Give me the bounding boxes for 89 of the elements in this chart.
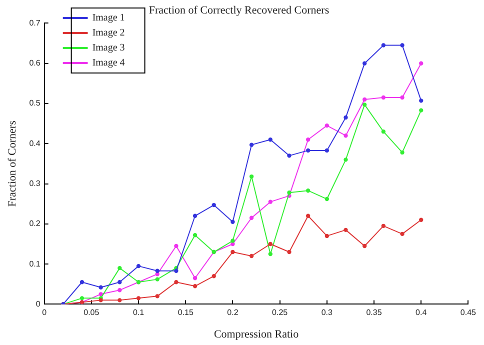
point [249,254,254,258]
point [230,250,235,254]
point [400,43,404,48]
point [324,123,330,128]
point [249,216,254,220]
y-axis-title: Fraction of Corners [6,120,18,207]
point [344,115,348,120]
x-tick-label: 0 [42,308,48,318]
y-tick-label: 0.4 [29,138,41,148]
point [306,188,310,193]
point [249,142,254,147]
point [80,280,84,284]
point [344,158,348,162]
point [136,296,141,300]
point [306,214,310,218]
point [118,298,122,302]
point [362,102,367,107]
x-tick-label: 0.15 [178,308,194,318]
point [192,214,198,218]
point [287,190,292,195]
point [268,242,272,246]
point [362,61,367,66]
point [230,220,235,224]
point [268,200,272,204]
point [400,95,404,100]
point [419,108,424,112]
y-tick-label: 0.1 [29,259,41,268]
point [80,296,84,300]
point [381,43,386,48]
x-tick-label: 0.05 [84,308,100,318]
point [192,276,198,280]
y-tick-label: 0.5 [29,98,41,108]
point [155,268,160,273]
point [212,274,216,278]
legend-label: Image 2 [92,28,125,39]
y-tick-label: 0 [36,299,41,308]
x-tick-label: 0.4 [416,308,428,318]
y-tick-label: 0.2 [29,219,41,228]
x-tick-label: 0.45 [460,308,477,318]
point [118,266,122,270]
y-tick-label: 0.7 [29,18,41,28]
legend-label: Image 3 [92,42,125,54]
x-axis-title: Compression Ratio [214,328,300,340]
point [306,148,310,153]
point [174,244,178,248]
point [419,218,424,222]
point [268,138,272,142]
point [174,268,178,273]
point [400,232,404,236]
x-tick-label: 0.35 [366,308,382,318]
point [400,150,404,155]
point [381,129,386,134]
point [381,95,386,100]
x-tick-label: 0.25 [272,308,288,318]
point [344,228,348,232]
y-tick-label: 0.3 [29,178,41,188]
point [324,234,330,238]
point [118,280,122,284]
x-tick-label: 0.3 [321,308,334,318]
legend-label: Image 1 [92,12,125,24]
point [192,233,198,238]
point [362,97,367,102]
point [118,288,122,292]
point [362,244,367,248]
x-tick-label: 0.2 [227,308,239,318]
point [287,250,292,254]
point [249,174,254,179]
point [212,202,216,208]
point [419,98,424,103]
point [155,277,160,282]
point [174,280,178,284]
point [230,238,235,243]
point [381,224,386,228]
y-tick-label: 0.6 [29,58,41,68]
point [344,134,348,138]
chart-title: Fraction of Correctly Recovered Corners [148,4,330,16]
point [419,61,424,66]
point [306,138,310,142]
point [324,148,330,153]
point [155,294,160,298]
point [287,154,292,158]
point [98,292,103,296]
point [324,196,330,202]
point [136,264,141,268]
point [192,284,198,288]
legend-label: Image 4 [92,58,125,69]
point [98,285,103,290]
point [268,252,272,256]
x-tick-label: 0.1 [132,308,145,318]
